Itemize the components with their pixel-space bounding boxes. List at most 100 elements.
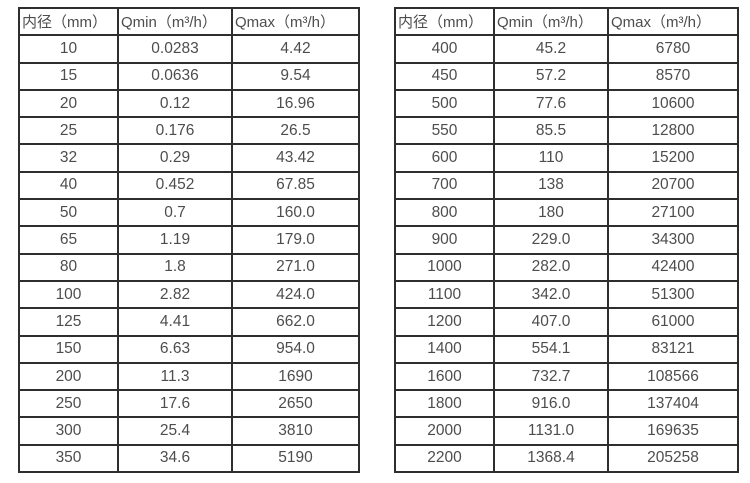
table-cell: 12800 xyxy=(607,116,739,146)
table-row: 1800 916.0 137404 xyxy=(394,389,739,419)
table-cell: 2650 xyxy=(231,389,360,419)
table-cell: 16.96 xyxy=(231,88,360,119)
table-cell: 250 xyxy=(18,389,119,419)
table-cell: 100 xyxy=(18,279,119,310)
table-cell: 61000 xyxy=(607,307,739,337)
table-cell: 0.452 xyxy=(117,170,233,201)
table-cell: 2.82 xyxy=(117,279,233,310)
table-cell: 83121 xyxy=(607,334,739,364)
table-cell: 160.0 xyxy=(231,198,360,228)
table-cell: 65 xyxy=(18,225,119,255)
table-cell: 1600 xyxy=(394,361,495,392)
table-row: 550 85.5 12800 xyxy=(394,116,739,146)
table-cell: 554.1 xyxy=(493,334,609,364)
table-row: 40 0.452 67.85 xyxy=(18,170,360,201)
table-cell: 26.5 xyxy=(231,116,360,146)
table-body: 400 45.2 6780 450 57.2 8570 500 77.6 10600 550 85.… xyxy=(394,34,739,474)
table-cell: 180 xyxy=(493,198,609,228)
table-cell: 179.0 xyxy=(231,225,360,255)
table-cell: 1690 xyxy=(231,361,360,392)
table-cell: 407.0 xyxy=(493,307,609,337)
table-row: 900 229.0 34300 xyxy=(394,225,739,255)
table-cell: 400 xyxy=(394,34,495,64)
table-row: 65 1.19 179.0 xyxy=(18,225,360,255)
large-diameter-flow-table: 内径（mm） Qmin（m³/h） Qmax（m³/h） 400 45.2 6780 45… xyxy=(394,6,739,474)
table-cell: 732.7 xyxy=(493,361,609,392)
header-cell: Qmin（m³/h） xyxy=(493,6,609,37)
table-row: 15 0.0636 9.54 xyxy=(18,61,360,91)
table-cell: 2200 xyxy=(394,443,495,474)
table-cell: 169635 xyxy=(607,416,739,446)
table-row: 20 0.12 16.96 xyxy=(18,88,360,119)
table-cell: 900 xyxy=(394,225,495,255)
table-row: 80 1.8 271.0 xyxy=(18,252,360,282)
table-cell: 110 xyxy=(493,143,609,173)
table-row: 150 6.63 954.0 xyxy=(18,334,360,364)
table-row: 500 77.6 10600 xyxy=(394,88,739,119)
table-cell: 34.6 xyxy=(117,443,233,474)
table-cell: 300 xyxy=(18,416,119,446)
table-cell: 108566 xyxy=(607,361,739,392)
table-row: 2200 1368.4 205258 xyxy=(394,443,739,474)
header-cell: Qmax（m³/h） xyxy=(607,6,739,37)
table-cell: 138 xyxy=(493,170,609,201)
table-row: 1600 732.7 108566 xyxy=(394,361,739,392)
table-cell: 500 xyxy=(394,88,495,119)
table-cell: 1.8 xyxy=(117,252,233,282)
table-row: 100 2.82 424.0 xyxy=(18,279,360,310)
table-cell: 20 xyxy=(18,88,119,119)
table-cell: 954.0 xyxy=(231,334,360,364)
table-cell: 85.5 xyxy=(493,116,609,146)
table-row: 700 138 20700 xyxy=(394,170,739,201)
table-row: 1400 554.1 83121 xyxy=(394,334,739,364)
table-cell: 4.41 xyxy=(117,307,233,337)
table-cell: 2000 xyxy=(394,416,495,446)
table-row: 450 57.2 8570 xyxy=(394,61,739,91)
table-cell: 200 xyxy=(18,361,119,392)
table-cell: 550 xyxy=(394,116,495,146)
table-header-row: 内径（mm） Qmin（m³/h） Qmax（m³/h） xyxy=(18,6,360,37)
table-header-row: 内径（mm） Qmin（m³/h） Qmax（m³/h） xyxy=(394,6,739,37)
table-cell: 700 xyxy=(394,170,495,201)
table-cell: 6.63 xyxy=(117,334,233,364)
table-cell: 15 xyxy=(18,61,119,91)
table-cell: 282.0 xyxy=(493,252,609,282)
table-cell: 50 xyxy=(18,198,119,228)
table-cell: 3810 xyxy=(231,416,360,446)
header-row: 内径（mm） Qmin（m³/h） Qmax（m³/h） xyxy=(394,6,739,37)
table-row: 2000 1131.0 169635 xyxy=(394,416,739,446)
table-cell: 342.0 xyxy=(493,279,609,310)
table-cell: 229.0 xyxy=(493,225,609,255)
table-cell: 424.0 xyxy=(231,279,360,310)
table-row: 400 45.2 6780 xyxy=(394,34,739,64)
table-cell: 916.0 xyxy=(493,389,609,419)
table-cell: 11.3 xyxy=(117,361,233,392)
table-cell: 67.85 xyxy=(231,170,360,201)
table-cell: 600 xyxy=(394,143,495,173)
header-row: 内径（mm） Qmin（m³/h） Qmax（m³/h） xyxy=(18,6,360,37)
table-cell: 42400 xyxy=(607,252,739,282)
table-row: 32 0.29 43.42 xyxy=(18,143,360,173)
table-row: 300 25.4 3810 xyxy=(18,416,360,446)
table-cell: 34300 xyxy=(607,225,739,255)
table-cell: 1368.4 xyxy=(493,443,609,474)
table-cell: 8570 xyxy=(607,61,739,91)
table-row: 1200 407.0 61000 xyxy=(394,307,739,337)
table-cell: 25.4 xyxy=(117,416,233,446)
small-diameter-flow-table: 内径（mm） Qmin（m³/h） Qmax（m³/h） 10 0.0283 4.42 1… xyxy=(18,6,360,474)
table-body: 10 0.0283 4.42 15 0.0636 9.54 20 0.12 16.96 25 0.1… xyxy=(18,34,360,474)
table-cell: 57.2 xyxy=(493,61,609,91)
table-row: 800 180 27100 xyxy=(394,198,739,228)
table-cell: 1.19 xyxy=(117,225,233,255)
table-cell: 17.6 xyxy=(117,389,233,419)
header-cell: 内径（mm） xyxy=(18,6,119,37)
header-cell: Qmin（m³/h） xyxy=(117,6,233,37)
table-cell: 5190 xyxy=(231,443,360,474)
table-row: 200 11.3 1690 xyxy=(18,361,360,392)
table-cell: 51300 xyxy=(607,279,739,310)
table-cell: 1000 xyxy=(394,252,495,282)
table-cell: 1200 xyxy=(394,307,495,337)
table-row: 350 34.6 5190 xyxy=(18,443,360,474)
table-cell: 20700 xyxy=(607,170,739,201)
